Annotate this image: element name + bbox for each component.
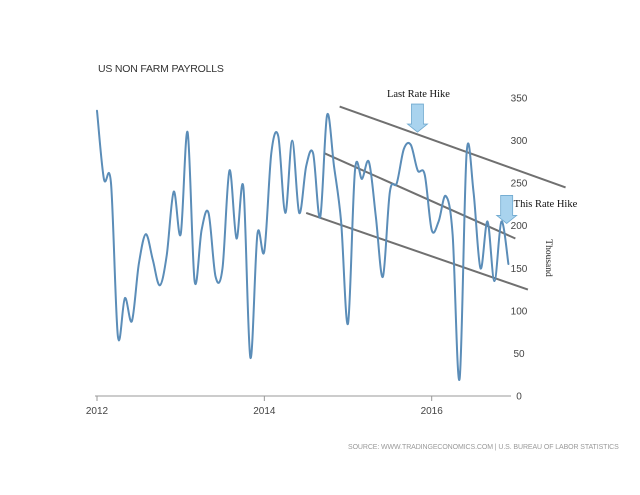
chart-title: US NON FARM PAYROLLS [98, 63, 224, 75]
series-line [96, 109, 510, 381]
annotation-label: Last Rate Hike [387, 89, 450, 100]
x-tick-label: 2012 [86, 406, 109, 417]
y-tick-label: 200 [511, 221, 528, 232]
trend-channel [305, 105, 566, 291]
y-axis-unit-label: Thousand [543, 239, 553, 277]
down-arrow-icon [406, 103, 429, 133]
annotation-label: This Rate Hike [514, 199, 578, 210]
y-tick-label: 350 [511, 94, 528, 105]
y-tick-label: 300 [511, 136, 528, 147]
y-tick-label: 50 [513, 349, 525, 360]
trend-line [305, 211, 529, 291]
y-tick-label: 100 [511, 306, 528, 317]
down-arrow-icon [495, 195, 518, 224]
trend-line [339, 105, 566, 189]
y-axis: 0 50 100 150 200 250 300 350 [511, 94, 528, 403]
trend-line [324, 152, 516, 240]
x-tick-label: 2014 [253, 406, 276, 417]
y-tick-label: 0 [516, 392, 522, 403]
x-tick-label: 2016 [421, 406, 444, 417]
rate-hike-annotations: Last Rate Hike This Rate Hike [387, 89, 578, 224]
source-note: SOURCE: WWW.TRADINGECONOMICS.COM | U.S. … [348, 444, 619, 451]
y-tick-label: 150 [511, 264, 528, 275]
y-tick-label: 250 [511, 179, 528, 190]
x-axis: 2012 2014 2016 [86, 395, 511, 417]
